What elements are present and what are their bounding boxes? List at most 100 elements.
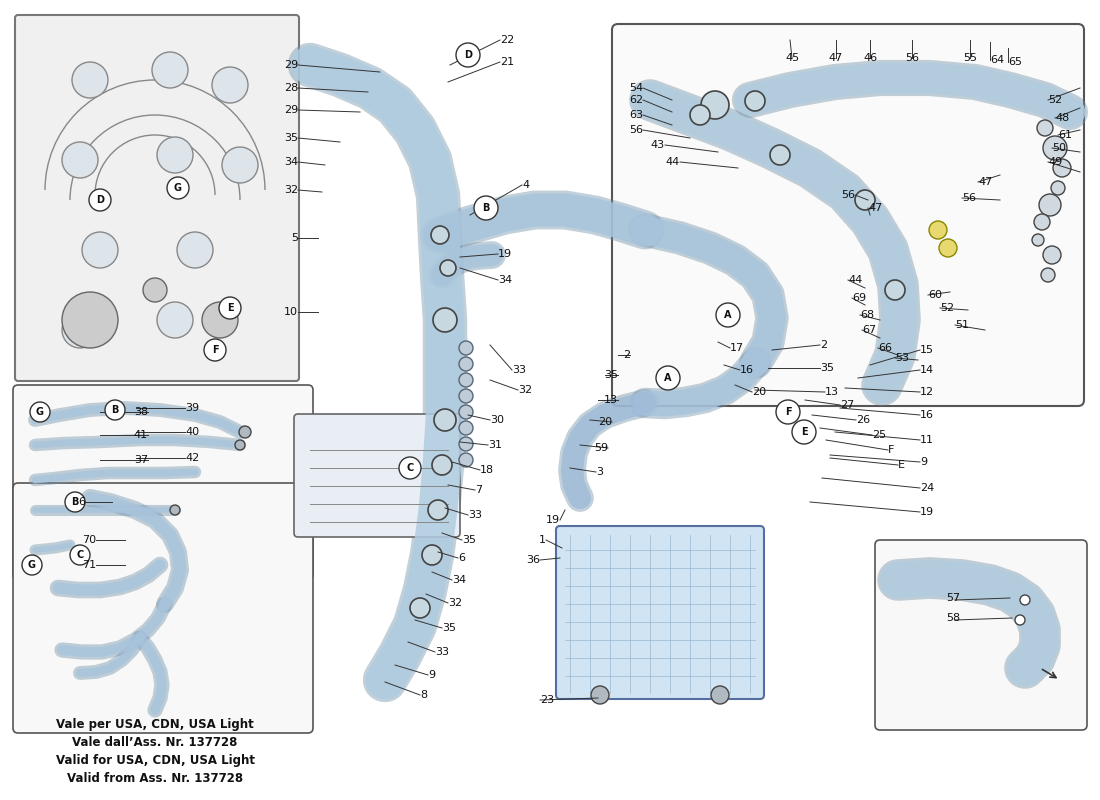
Circle shape <box>716 303 740 327</box>
Text: 33: 33 <box>512 365 526 375</box>
Text: 33: 33 <box>468 510 482 520</box>
Text: 28: 28 <box>284 83 298 93</box>
Text: 56: 56 <box>962 193 976 203</box>
Text: 22: 22 <box>500 35 515 45</box>
Circle shape <box>65 492 85 512</box>
Text: 49: 49 <box>1048 157 1063 167</box>
Circle shape <box>656 366 680 390</box>
FancyBboxPatch shape <box>874 540 1087 730</box>
Circle shape <box>422 545 442 565</box>
Text: 32: 32 <box>284 185 298 195</box>
Text: 9: 9 <box>428 670 436 680</box>
Text: 33: 33 <box>434 647 449 657</box>
Text: 11: 11 <box>920 435 934 445</box>
Circle shape <box>459 389 473 403</box>
Text: 18: 18 <box>480 465 494 475</box>
Circle shape <box>62 292 118 348</box>
Text: 50: 50 <box>1052 143 1066 153</box>
Text: 15: 15 <box>920 345 934 355</box>
Text: 35: 35 <box>604 370 618 380</box>
Circle shape <box>170 505 180 515</box>
Text: 69: 69 <box>852 293 866 303</box>
Circle shape <box>410 598 430 618</box>
Circle shape <box>792 420 816 444</box>
Text: 20: 20 <box>752 387 766 397</box>
Circle shape <box>433 308 456 332</box>
Text: B: B <box>482 203 490 213</box>
Text: 35: 35 <box>284 133 298 143</box>
Text: 17: 17 <box>730 343 744 353</box>
Text: 7: 7 <box>475 485 482 495</box>
Text: 32: 32 <box>448 598 462 608</box>
Circle shape <box>474 196 498 220</box>
Text: A: A <box>664 373 672 383</box>
Circle shape <box>434 409 456 431</box>
Text: 16: 16 <box>920 410 934 420</box>
Text: G: G <box>174 183 182 193</box>
Text: 30: 30 <box>490 415 504 425</box>
Circle shape <box>152 52 188 88</box>
Circle shape <box>222 147 258 183</box>
Text: 38: 38 <box>134 407 148 417</box>
Text: 44: 44 <box>666 157 680 167</box>
Text: 51: 51 <box>955 320 969 330</box>
Circle shape <box>428 500 448 520</box>
Text: 14: 14 <box>920 365 934 375</box>
Text: 2: 2 <box>623 350 630 360</box>
Text: C: C <box>406 463 414 473</box>
Circle shape <box>770 145 790 165</box>
Circle shape <box>1041 268 1055 282</box>
Text: 56: 56 <box>629 125 644 135</box>
Circle shape <box>82 232 118 268</box>
Text: Vale per USA, CDN, USA Light: Vale per USA, CDN, USA Light <box>56 718 254 731</box>
Text: 56: 56 <box>905 53 918 63</box>
Text: E: E <box>227 303 233 313</box>
Circle shape <box>167 177 189 199</box>
Text: 23: 23 <box>540 695 554 705</box>
Text: D: D <box>96 195 104 205</box>
Circle shape <box>745 91 764 111</box>
Circle shape <box>459 437 473 451</box>
Text: 10: 10 <box>284 307 298 317</box>
Text: 56: 56 <box>842 190 855 200</box>
Circle shape <box>1040 194 1062 216</box>
Circle shape <box>104 400 125 420</box>
Circle shape <box>701 91 729 119</box>
Circle shape <box>459 341 473 355</box>
FancyBboxPatch shape <box>13 385 313 580</box>
Text: 47: 47 <box>829 53 843 63</box>
Circle shape <box>1020 595 1030 605</box>
Text: 36: 36 <box>526 555 540 565</box>
Text: Valid from Ass. Nr. 137728: Valid from Ass. Nr. 137728 <box>67 772 243 785</box>
Text: 24: 24 <box>920 483 934 493</box>
Text: 34: 34 <box>452 575 466 585</box>
Circle shape <box>219 297 241 319</box>
Text: 46: 46 <box>862 53 877 63</box>
Circle shape <box>776 400 800 424</box>
Text: 3: 3 <box>596 467 603 477</box>
Text: 58: 58 <box>946 613 960 623</box>
Circle shape <box>432 455 452 475</box>
Text: 32: 32 <box>518 385 532 395</box>
Text: 70: 70 <box>81 535 96 545</box>
Circle shape <box>440 260 456 276</box>
Text: 55: 55 <box>962 53 977 63</box>
Text: 31: 31 <box>488 440 502 450</box>
Text: 19: 19 <box>920 507 934 517</box>
Circle shape <box>1034 214 1050 230</box>
Text: 39: 39 <box>185 403 199 413</box>
Circle shape <box>22 555 42 575</box>
Text: 35: 35 <box>462 535 476 545</box>
Text: 48: 48 <box>1055 113 1069 123</box>
Circle shape <box>1037 120 1053 136</box>
Circle shape <box>711 686 729 704</box>
Text: 60: 60 <box>928 290 942 300</box>
Text: 21: 21 <box>500 57 514 67</box>
Circle shape <box>70 545 90 565</box>
Text: Vale dall’Ass. Nr. 137728: Vale dall’Ass. Nr. 137728 <box>73 736 238 749</box>
Text: 27: 27 <box>840 400 855 410</box>
Text: B: B <box>72 497 79 507</box>
Text: 52: 52 <box>1048 95 1063 105</box>
Circle shape <box>235 440 245 450</box>
Circle shape <box>939 239 957 257</box>
